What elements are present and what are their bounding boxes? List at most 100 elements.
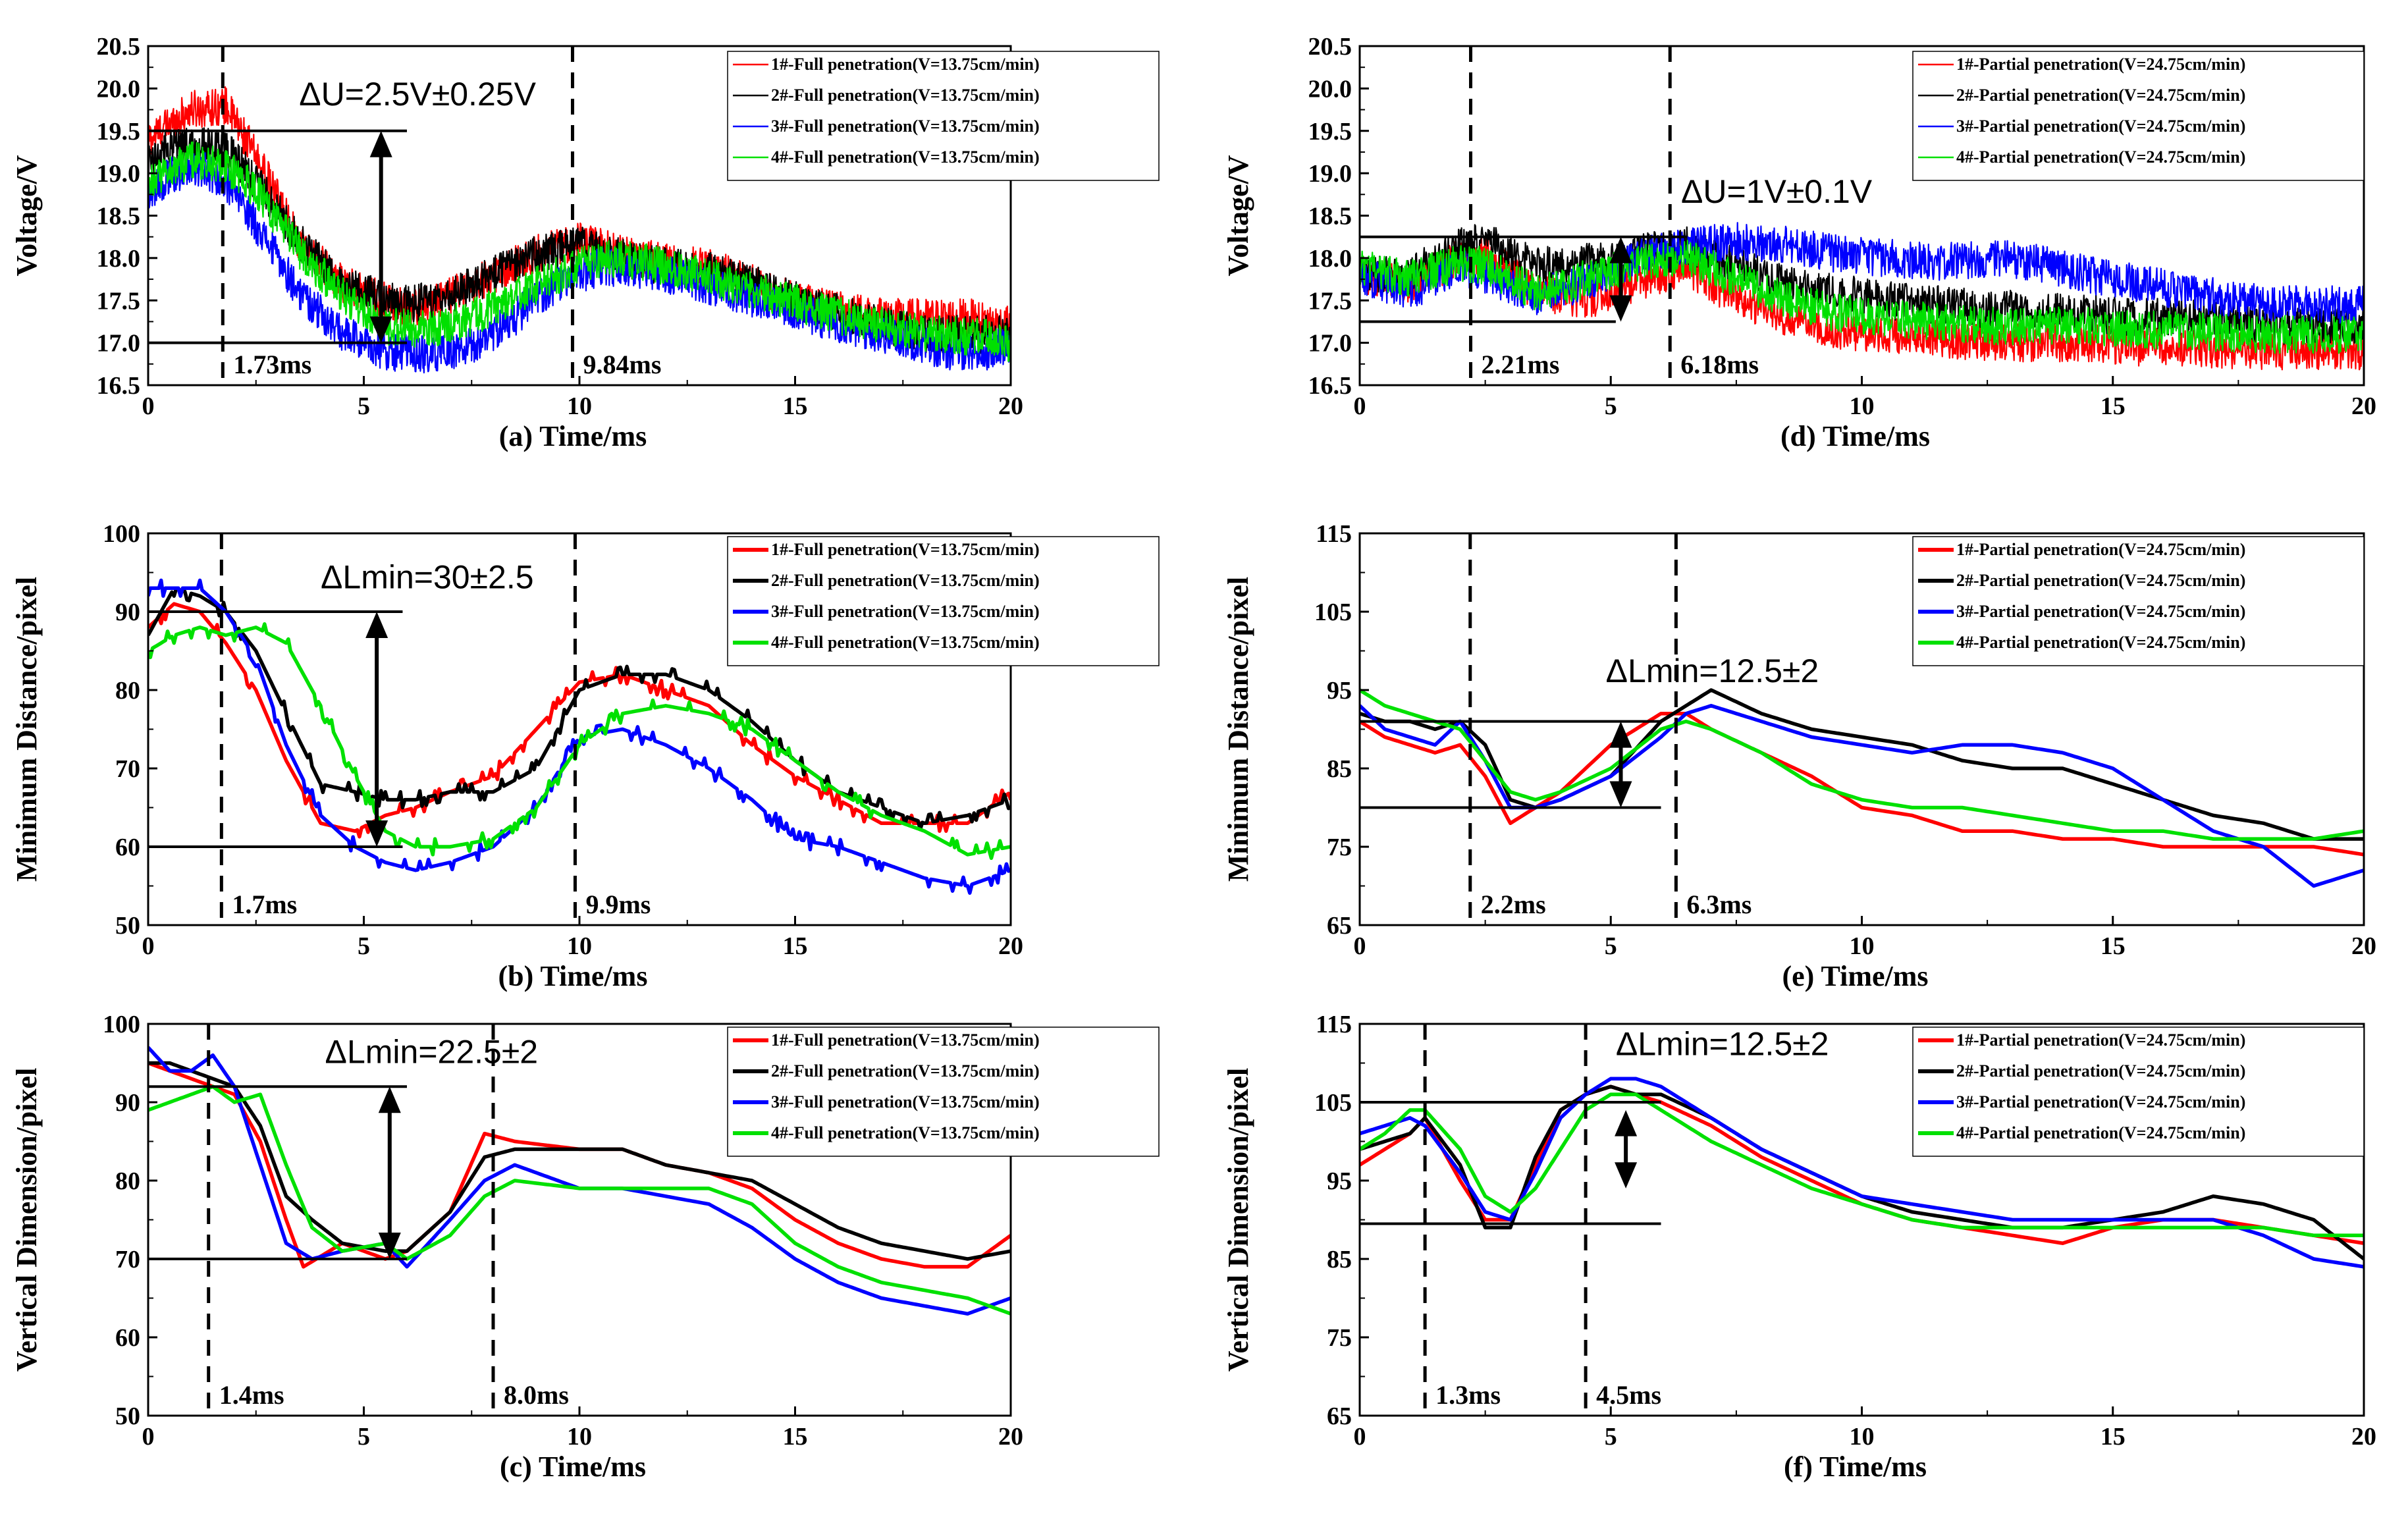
y-tick-label: 16.5 xyxy=(97,372,141,400)
y-tick-label: 50 xyxy=(115,912,140,940)
legend-entry-1: 1#-Partial penetration(V=24.75cm/min) xyxy=(1956,1030,2245,1050)
y-tick-label: 75 xyxy=(1327,834,1352,861)
y-tick-label: 115 xyxy=(1316,1011,1352,1038)
y-tick-label: 95 xyxy=(1327,677,1352,705)
legend-entry-2: 2#-Partial penetration(V=24.75cm/min) xyxy=(1956,571,2245,590)
time-marker-label: 1.4ms xyxy=(219,1380,284,1410)
x-axis-label: (d) Time/ms xyxy=(1780,420,1930,452)
arrow-head-up xyxy=(1609,721,1632,748)
y-tick-label: 18.0 xyxy=(1308,245,1352,273)
arrow-head-down xyxy=(365,820,388,847)
y-tick-label: 90 xyxy=(115,1089,140,1117)
y-tick-label: 19.5 xyxy=(97,118,141,146)
series-line-4 xyxy=(1360,1092,2364,1238)
legend-entry-3: 3#-Full penetration(V=13.75cm/min) xyxy=(771,1092,1040,1111)
panel-c: 50 60 70 80 90 100 0 5 10 15 20 (c) Time/ms Vertical… xyxy=(11,1011,1160,1483)
y-tick-label: 19.0 xyxy=(97,160,141,188)
panel-f: 65 75 85 95 105 115 0 5 10 15 20 (f) Time/ms Vertica… xyxy=(1222,1011,2376,1483)
series-group xyxy=(1360,222,2364,371)
x-tick-label: 10 xyxy=(1850,1423,1875,1451)
delta-annotation: ΔU=1V±0.1V xyxy=(1681,173,1873,210)
legend-entry-4: 4#-Partial penetration(V=24.75cm/min) xyxy=(1956,147,2245,167)
y-tick-label: 50 xyxy=(115,1402,140,1430)
x-axis-label: (c) Time/ms xyxy=(500,1451,646,1483)
x-tick-label: 10 xyxy=(567,1423,592,1451)
arrow-head-down xyxy=(369,316,392,343)
legend-entry-2: 2#-Full penetration(V=13.75cm/min) xyxy=(771,571,1040,590)
y-tick-label: 75 xyxy=(1327,1324,1352,1352)
arrow-head-up xyxy=(1615,1109,1638,1136)
time-marker-label: 1.7ms xyxy=(232,890,297,919)
y-tick-label: 85 xyxy=(1327,1246,1352,1273)
x-tick-label: 0 xyxy=(1354,1423,1366,1451)
y-tick-label: 60 xyxy=(115,1324,140,1352)
y-tick-label: 20.5 xyxy=(97,33,141,61)
y-tick-label: 105 xyxy=(1314,1089,1352,1117)
legend-entry-2: 2#-Partial penetration(V=24.75cm/min) xyxy=(1956,86,2245,105)
x-tick-label: 0 xyxy=(142,932,155,960)
series-group xyxy=(148,578,1011,895)
series-line-4 xyxy=(148,141,1011,362)
series-line-1 xyxy=(1360,711,2364,857)
series-line-4 xyxy=(1360,688,2364,841)
time-marker-label: 4.5ms xyxy=(1596,1380,1661,1410)
y-tick-label: 17.0 xyxy=(1308,330,1352,358)
x-axis-label: (f) Time/ms xyxy=(1784,1451,1927,1483)
legend-box xyxy=(1912,536,2365,666)
legend-box xyxy=(1912,51,2365,181)
legend-entry-1: 1#-Full penetration(V=13.75cm/min) xyxy=(771,1030,1040,1050)
series-line-4 xyxy=(148,622,1011,861)
y-tick-label: 100 xyxy=(103,520,140,548)
legend-entry-3: 3#-Full penetration(V=13.75cm/min) xyxy=(771,602,1040,621)
time-marker-label: 1.3ms xyxy=(1435,1380,1501,1410)
arrow-head-up xyxy=(369,130,392,157)
series-group xyxy=(1360,688,2364,888)
legend-entry-3: 3#-Full penetration(V=13.75cm/min) xyxy=(771,117,1040,136)
arrow-head-down xyxy=(378,1233,401,1259)
x-tick-label: 15 xyxy=(2100,392,2126,420)
legend-entry-4: 4#-Partial penetration(V=24.75cm/min) xyxy=(1956,633,2245,652)
legend-entry-4: 4#-Partial penetration(V=24.75cm/min) xyxy=(1956,1123,2245,1142)
x-tick-label: 5 xyxy=(358,392,370,420)
x-axis-label: (b) Time/ms xyxy=(498,960,648,992)
series-line-2 xyxy=(148,1061,1011,1261)
legend-entry-4: 4#-Full penetration(V=13.75cm/min) xyxy=(771,633,1040,652)
x-tick-label: 15 xyxy=(2100,932,2126,960)
delta-annotation: ΔLmin=12.5±2 xyxy=(1616,1026,1829,1063)
legend-entry-2: 2#-Partial penetration(V=24.75cm/min) xyxy=(1956,1061,2245,1081)
y-tick-label: 80 xyxy=(115,1167,140,1195)
time-marker-label: 9.84ms xyxy=(583,350,662,379)
y-tick-label: 70 xyxy=(115,1246,140,1273)
x-tick-label: 15 xyxy=(783,932,808,960)
legend: 1#-Partial penetration(V=24.75cm/min) 2#-… xyxy=(1912,536,2365,666)
x-tick-label: 20 xyxy=(998,932,1023,960)
x-tick-label: 20 xyxy=(2351,392,2376,420)
x-tick-label: 0 xyxy=(1354,392,1366,420)
legend-box xyxy=(727,536,1160,666)
x-tick-label: 20 xyxy=(2351,1423,2376,1451)
legend: 1#-Full penetration(V=13.75cm/min) 2#-Ful… xyxy=(727,536,1160,666)
legend: 1#-Full penetration(V=13.75cm/min) 2#-Ful… xyxy=(727,1027,1160,1157)
y-tick-label: 18.5 xyxy=(1308,203,1352,230)
x-tick-label: 15 xyxy=(783,392,808,420)
y-tick-label: 19.5 xyxy=(1308,118,1352,146)
delta-annotation: ΔLmin=12.5±2 xyxy=(1606,653,1819,689)
legend-entry-4: 4#-Full penetration(V=13.75cm/min) xyxy=(771,1123,1040,1142)
legend-entry-3: 3#-Partial penetration(V=24.75cm/min) xyxy=(1956,117,2245,136)
x-tick-label: 20 xyxy=(2351,932,2376,960)
y-tick-label: 115 xyxy=(1316,520,1352,548)
y-tick-label: 17.5 xyxy=(1308,287,1352,315)
legend-box xyxy=(1912,1027,2365,1157)
x-tick-label: 5 xyxy=(1605,392,1617,420)
time-marker-label: 6.18ms xyxy=(1680,350,1759,379)
time-marker-label: 2.21ms xyxy=(1482,350,1560,379)
delta-annotation: ΔLmin=30±2.5 xyxy=(321,558,534,595)
panel-a: 16.5 17.0 17.5 18.0 18.5 19.0 19.5 20.0 20.5 0 5 10… xyxy=(11,33,1160,452)
arrow-head-up xyxy=(378,1086,401,1113)
time-marker-label: 1.73ms xyxy=(233,350,311,379)
legend-box xyxy=(727,51,1160,181)
x-tick-label: 0 xyxy=(142,1423,155,1451)
y-axis-label: Minimum Distance/pixel xyxy=(11,577,43,882)
arrow-head-down xyxy=(1615,1162,1638,1188)
arrow-head-up xyxy=(365,612,388,638)
